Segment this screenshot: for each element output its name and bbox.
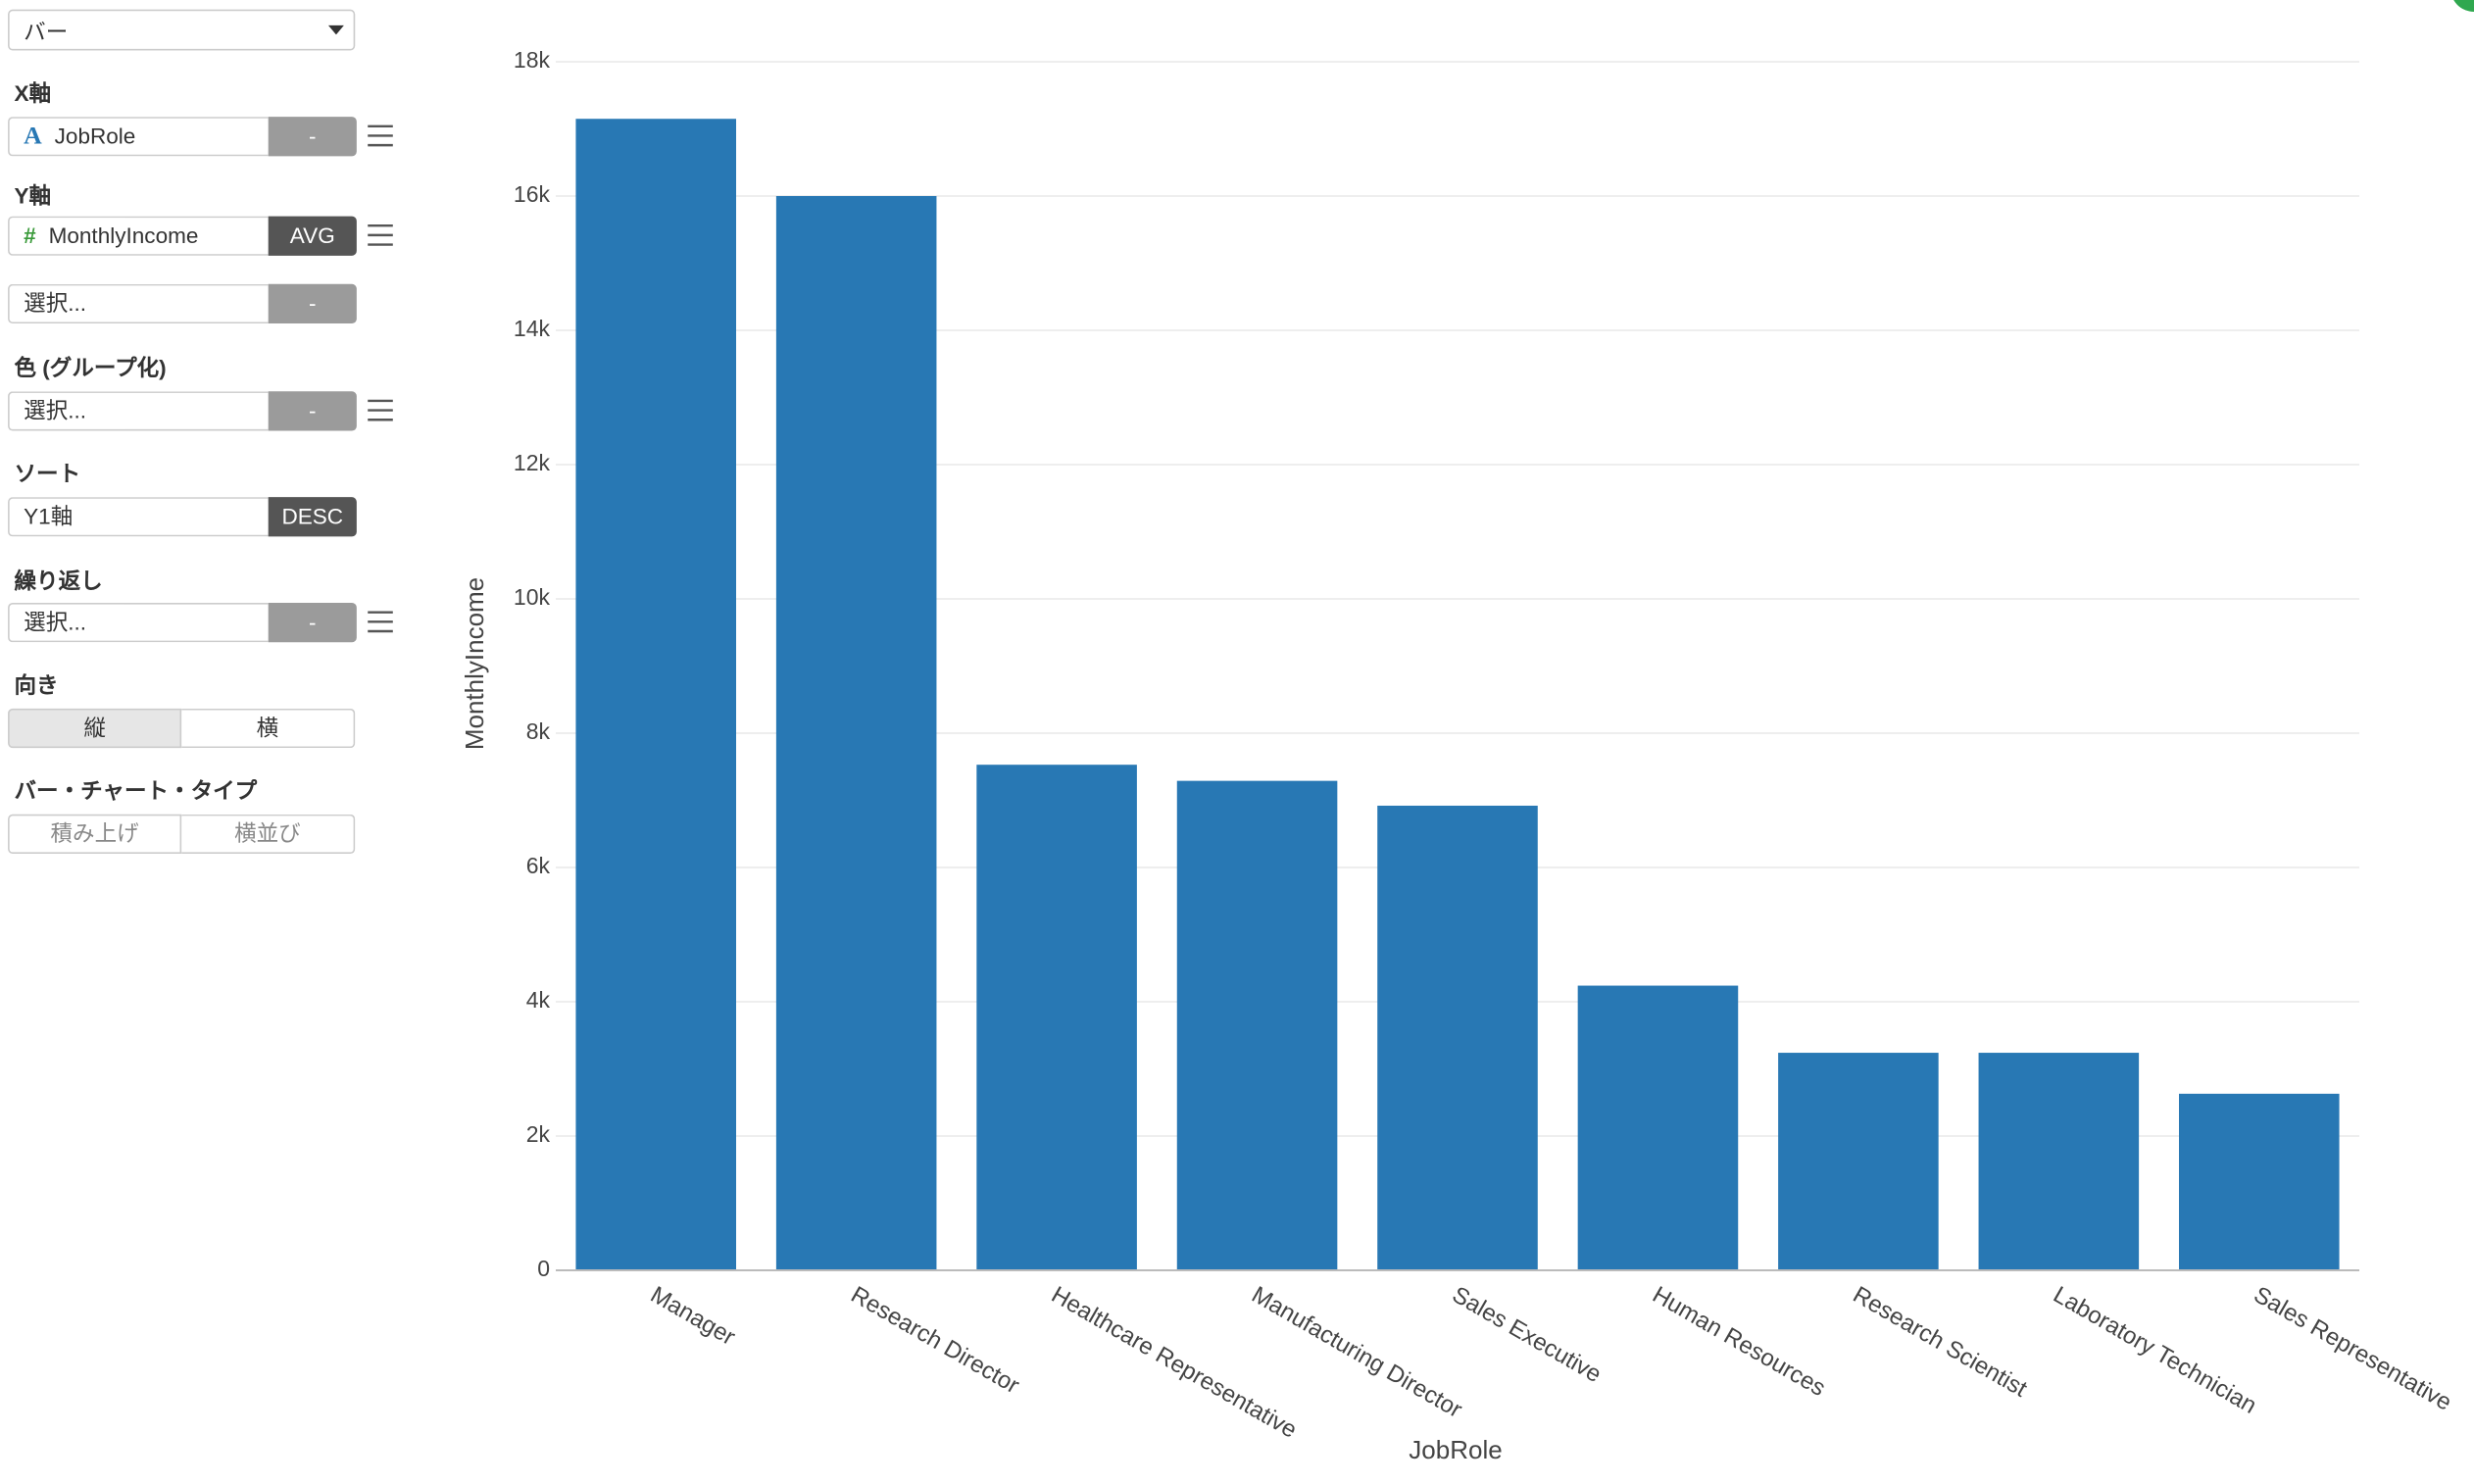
- section-label: バー・チャート・タイプ: [14, 777, 258, 804]
- y-tick-label: 12k: [514, 450, 551, 475]
- field-name: JobRole: [54, 123, 136, 149]
- toggle-option[interactable]: 積み上げ: [8, 814, 182, 855]
- field-name: MonthlyIncome: [48, 223, 199, 248]
- menu-icon[interactable]: [368, 124, 393, 147]
- select-value: バー: [24, 19, 69, 45]
- type-icon: #: [24, 223, 36, 248]
- x-tick-label: Human Resources: [1648, 1281, 1830, 1402]
- x-tick-label: Research Scientist: [1849, 1281, 2032, 1403]
- y-tick-label: 2k: [526, 1121, 551, 1147]
- x-tick-label: Manager: [646, 1281, 740, 1351]
- aggregate-button[interactable]: -: [268, 603, 357, 643]
- y-tick-label: 10k: [514, 584, 551, 610]
- y-tick-label: 0: [537, 1256, 550, 1281]
- sort-order-button[interactable]: DESC: [268, 497, 357, 537]
- field-input[interactable]: Y1軸: [8, 497, 269, 537]
- field-input[interactable]: A JobRole: [8, 117, 269, 157]
- y-tick-label: 16k: [514, 181, 551, 207]
- bar: [1176, 780, 1338, 1270]
- y-tick-label: 4k: [526, 987, 551, 1013]
- type-icon: A: [24, 123, 42, 150]
- bar: [1377, 805, 1538, 1270]
- y-tick-label: 6k: [526, 853, 551, 878]
- x-tick-label: Manufacturing Director: [1247, 1281, 1466, 1423]
- section-label: 色 (グループ化): [14, 355, 167, 381]
- toggle-option[interactable]: 横: [181, 708, 356, 749]
- menu-icon[interactable]: [368, 224, 393, 247]
- y-tick-label: 18k: [514, 47, 551, 73]
- sidebar: バー X軸 A JobRole - Y軸 # MonthlyIncome AVG 選…: [0, 0, 393, 884]
- bar: [1978, 1053, 2140, 1270]
- field-input[interactable]: 選択...: [8, 603, 269, 643]
- y-tick-label: 14k: [514, 316, 551, 341]
- section-label: 繰り返し: [14, 568, 103, 594]
- bar: [575, 119, 736, 1271]
- bar: [976, 765, 1137, 1270]
- y-axis-title: MonthlyIncome: [460, 577, 489, 750]
- field-input[interactable]: # MonthlyIncome: [8, 216, 269, 256]
- toggle-option[interactable]: 横並び: [181, 814, 356, 855]
- section-label: X軸: [14, 80, 52, 106]
- x-tick-label: Laboratory Technician: [2049, 1281, 2260, 1419]
- x-tick-label: Sales Executive: [1448, 1281, 1606, 1388]
- caret: [327, 25, 344, 35]
- section-label: 向き: [14, 671, 59, 698]
- bar: [775, 196, 937, 1270]
- field-input[interactable]: 選択...: [8, 283, 269, 324]
- aggregate-button[interactable]: -: [268, 391, 357, 431]
- aggregate-button[interactable]: AVG: [268, 216, 357, 256]
- aggregate-button[interactable]: -: [268, 283, 357, 324]
- section-label: ソート: [14, 461, 81, 486]
- bar: [1577, 985, 1739, 1270]
- x-tick-label: Sales Representative: [2250, 1281, 2456, 1415]
- x-tick-label: Research Director: [846, 1281, 1023, 1399]
- menu-icon[interactable]: [368, 399, 393, 421]
- chart-type-select[interactable]: バー: [8, 9, 356, 51]
- toggle-option[interactable]: 縦: [8, 708, 182, 749]
- field-input[interactable]: 選択...: [8, 391, 269, 431]
- menu-icon[interactable]: [368, 611, 393, 633]
- section-label: Y軸: [14, 182, 52, 209]
- status-dot: [2453, 0, 2474, 12]
- bar: [1778, 1053, 1939, 1270]
- aggregate-button[interactable]: -: [268, 117, 357, 157]
- x-axis-title: JobRole: [1409, 1435, 1502, 1464]
- bar: [2179, 1093, 2340, 1270]
- y-tick-label: 8k: [526, 718, 551, 744]
